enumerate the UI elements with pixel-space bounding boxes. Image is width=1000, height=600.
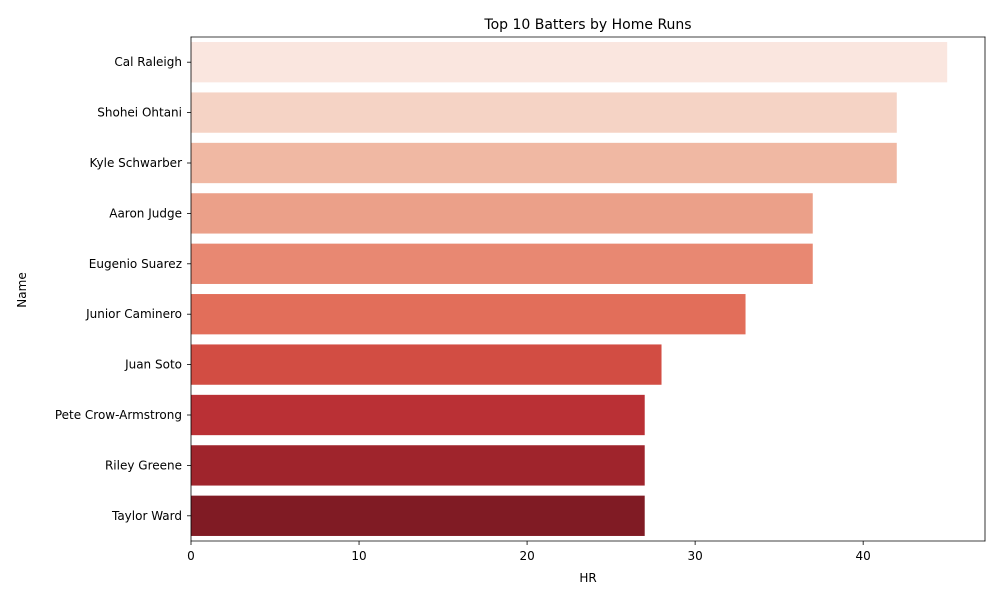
y-tick-label: Taylor Ward <box>111 509 182 523</box>
y-tick-label: Shohei Ohtani <box>97 106 182 120</box>
x-tick-label: 10 <box>351 549 366 563</box>
y-tick-label: Riley Greene <box>105 458 182 472</box>
y-tick-label: Kyle Schwarber <box>90 156 183 170</box>
bar <box>191 243 813 284</box>
y-tick-label: Pete Crow-Armstrong <box>55 408 182 422</box>
y-tick-label: Eugenio Suarez <box>89 257 182 271</box>
x-tick-label: 40 <box>856 549 871 563</box>
x-axis-ticks: 0 10 20 30 40 <box>187 541 871 563</box>
bar <box>191 445 645 486</box>
y-axis-ticks: Cal Raleigh Shohei Ohtani Kyle Schwarber Aa… <box>55 55 191 523</box>
y-tick-label: Juan Soto <box>124 358 182 372</box>
x-tick-label: 30 <box>687 549 702 563</box>
x-axis-label: HR <box>579 571 596 585</box>
bars-group <box>191 42 948 536</box>
plot-frame <box>190 36 986 542</box>
y-tick-label: Aaron Judge <box>109 206 182 220</box>
x-tick-label: 0 <box>187 549 195 563</box>
y-axis-label: Name <box>15 272 29 307</box>
bar <box>191 193 813 234</box>
bar <box>191 344 662 385</box>
bar <box>191 294 746 335</box>
y-tick-label: Junior Caminero <box>85 307 182 321</box>
bar <box>191 394 645 436</box>
bar <box>191 495 645 536</box>
bar <box>191 42 948 83</box>
chart-title: Top 10 Batters by Home Runs <box>483 17 691 33</box>
y-tick-label: Cal Raleigh <box>114 55 182 69</box>
bar <box>191 92 897 133</box>
bar <box>191 142 897 184</box>
x-tick-label: 20 <box>519 549 534 563</box>
